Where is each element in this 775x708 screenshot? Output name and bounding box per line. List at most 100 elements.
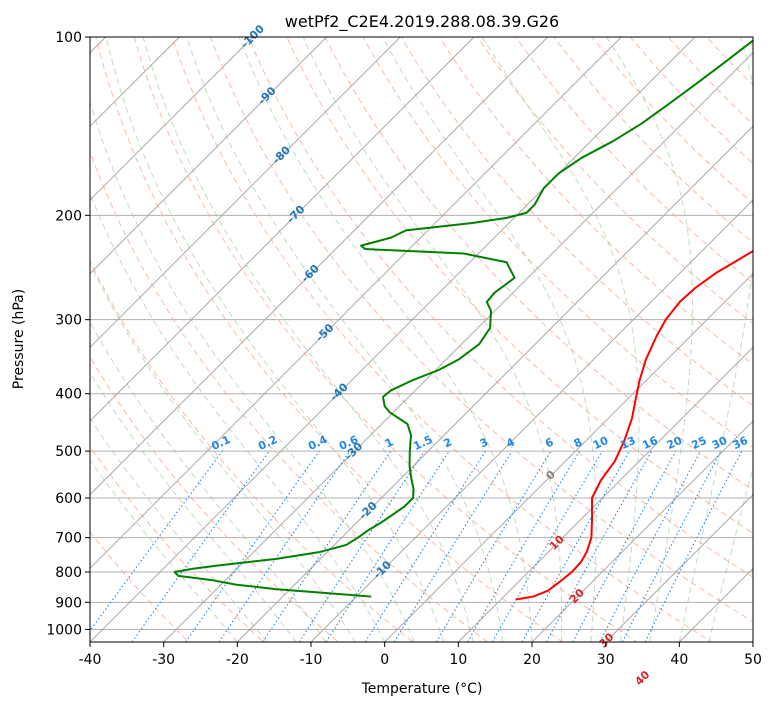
y-tick-label: 500: [55, 444, 82, 460]
mixing-ratio-line: [599, 450, 702, 642]
mixing-ratio-label: 6: [543, 435, 556, 450]
x-axis-label: Temperature (°C): [361, 681, 483, 697]
mixing-ratio-line: [393, 450, 513, 642]
mixing-ratio-label: 36: [731, 434, 751, 452]
y-tick-label: 900: [55, 595, 82, 611]
dry-adiabat: [667, 37, 753, 125]
y-tick-label: 700: [55, 531, 82, 547]
plot-content: [90, 37, 753, 642]
dry-adiabat: [515, 37, 753, 284]
moist-adiabat: [606, 37, 693, 642]
mixing-ratio-line: [325, 450, 450, 642]
dry-adiabat: [90, 531, 190, 642]
isotherm-label: -50: [313, 321, 336, 344]
dry-adiabat: [171, 37, 713, 642]
isotherm-line: [752, 641, 753, 642]
isotherm-label: 10: [547, 533, 567, 553]
mixing-ratio-line: [545, 450, 653, 642]
dry-adiabat: [248, 37, 753, 578]
mixing-ratio-line: [521, 450, 630, 642]
moist-adiabat: [142, 37, 474, 642]
isotherm-label: -80: [270, 143, 293, 166]
dry-adiabat: [209, 37, 753, 623]
mixing-ratio-label: 0.2: [256, 433, 279, 453]
x-tick-label: -10: [300, 652, 323, 668]
mixing-ratio-line: [491, 450, 603, 642]
moist-adiabat: [90, 320, 327, 642]
isotherm-label: 40: [632, 668, 652, 688]
plot-area: [90, 36, 753, 630]
dry-adiabat: [286, 37, 753, 534]
isotherm-line: [90, 37, 622, 569]
isotherm-label: -20: [356, 499, 379, 522]
temperature-profile: [515, 249, 753, 601]
mixing-ratio-label: 0.4: [306, 433, 329, 453]
isotherm-label: 30: [597, 630, 617, 650]
moist-adiabat: [90, 99, 415, 642]
mixing-ratio-label: 0.1: [209, 433, 232, 453]
x-tick-label: 0: [380, 652, 389, 668]
moist-adiabat: [90, 371, 297, 642]
moist-adiabat: [678, 37, 753, 642]
dry-adiabat: [90, 150, 489, 642]
mixing-ratio-label: 25: [689, 434, 708, 452]
isotherm-label: -10: [371, 558, 394, 581]
x-tick-label: -20: [226, 652, 249, 668]
mixing-ratio-line: [364, 450, 486, 642]
x-tick-label: 40: [670, 652, 688, 668]
dry-adiabat: [324, 37, 753, 491]
moist-adiabat: [481, 37, 640, 642]
y-tick-label: 200: [55, 208, 82, 224]
mixing-ratio-line: [298, 450, 425, 642]
mixing-ratio-label: 13: [618, 434, 637, 452]
mixing-ratio-label: 3: [478, 435, 490, 450]
y-tick-label: 600: [55, 491, 82, 507]
mixing-ratio-label: 16: [640, 434, 660, 452]
isotherm-line: [90, 37, 696, 642]
y-axis: 100 200 300 400 500 600 700 800 900 1000: [46, 30, 90, 638]
isotherm-line: [90, 37, 475, 422]
moist-adiabat: [186, 37, 504, 642]
mixing-ratio-label: 1: [383, 435, 395, 450]
isotherm-line: [90, 37, 254, 201]
mixing-ratio-label: 10: [591, 434, 611, 452]
x-tick-label: 10: [449, 652, 467, 668]
isotherm-line: [458, 346, 753, 642]
plot-frame: [89, 36, 754, 643]
y-tick-label: 100: [55, 30, 82, 46]
dry-adiabat: [705, 37, 753, 86]
dry-adiabat: [90, 356, 339, 642]
isotherm-line: [90, 37, 327, 275]
isotherm-label: 20: [567, 586, 587, 606]
chart-title: wetPf2_C2E4.2019.288.08.39.G26: [285, 12, 559, 32]
moist-adiabat: [90, 192, 386, 642]
mixing-ratio-label: 20: [665, 434, 685, 452]
x-tick-label: 30: [597, 652, 615, 668]
mixing-ratio-label: 1.5: [411, 433, 434, 453]
isotherm-label: -90: [255, 84, 278, 107]
moist-adiabat: [238, 37, 533, 642]
moist-adiabat: [90, 417, 268, 642]
y-tick-label: 800: [55, 565, 82, 581]
moist-adiabat: [90, 262, 356, 642]
dry-adiabat: [362, 37, 753, 449]
isotherm-line: [605, 494, 753, 642]
dewpoint-profile: [173, 39, 753, 598]
isotherm-line: [310, 199, 753, 642]
moist-adiabat: [381, 37, 597, 642]
y-tick-label: 400: [55, 387, 82, 403]
dry-adiabat: [133, 37, 638, 642]
isotherm-line: [679, 567, 753, 642]
x-tick-label: 20: [523, 652, 541, 668]
mixing-ratio-label: 30: [710, 434, 730, 452]
mixing-ratio-line: [572, 450, 677, 642]
isotherm-line: [237, 125, 753, 642]
plot-labels: 0.1 0.2 0.4 0.6 1 1.5 2 3 4 6 8 10 13 16 20 25 30 36-100-…: [209, 22, 750, 688]
moist-adiabat: [302, 37, 563, 642]
dry-adiabat: [90, 259, 414, 642]
dry-adiabat: [553, 37, 753, 244]
isotherm-line: [384, 273, 753, 642]
y-tick-label: 300: [55, 313, 82, 329]
x-tick-label: -30: [152, 652, 175, 668]
mixing-ratio-line: [467, 450, 580, 642]
